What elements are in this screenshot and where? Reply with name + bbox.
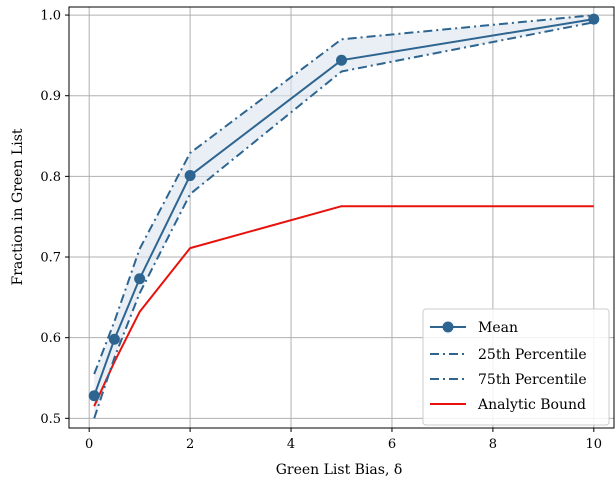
y-tick-label: 0.6 (40, 331, 61, 346)
series-line-mean (93, 18, 594, 397)
x-tick-label: 10 (586, 437, 603, 452)
mean-point (134, 273, 146, 285)
x-tick-label: 6 (388, 437, 396, 452)
axis-ticks: 0 2 4 6 8 10 0.5 0.6 0.7 0.8 0.9 1.0 (40, 9, 602, 452)
y-tick-label: 0.9 (40, 89, 61, 104)
legend-entry-analytic: Analytic Bound (430, 397, 586, 413)
y-tick-label: 0.7 (40, 251, 61, 266)
mean-point (108, 333, 120, 345)
y-tick-label: 0.5 (40, 412, 61, 427)
legend-label-analytic: Analytic Bound (477, 397, 586, 413)
legend-box (422, 308, 610, 426)
mean-point (184, 170, 196, 182)
plot-frame (68, 6, 615, 429)
series-line-75th-percentile (93, 14, 594, 375)
mean-point (336, 54, 347, 66)
x-axis-title: Green List Bias, δ (276, 462, 403, 478)
x-tick-label: 8 (489, 437, 497, 452)
legend-entry-75th: 75th Percentile (430, 372, 587, 388)
mean-point (88, 390, 100, 402)
legend-label-25th: 25th Percentile (478, 347, 587, 363)
y-tick-label: 0.8 (40, 170, 61, 185)
legend: Mean 25th Percentile 75th Percentile Ana… (422, 308, 610, 426)
x-tick-label: 0 (85, 437, 93, 452)
mean-markers (88, 13, 600, 402)
series-lines (93, 14, 594, 419)
mean-point (588, 13, 600, 25)
legend-label-mean: Mean (478, 320, 518, 336)
legend-marker-mean (442, 321, 454, 333)
legend-entry-mean: Mean (430, 320, 518, 336)
x-tick-label: 2 (186, 437, 194, 452)
legend-entry-25th: 25th Percentile (430, 347, 587, 363)
series-line-25th-percentile (93, 21, 594, 419)
legend-label-75th: 75th Percentile (478, 372, 587, 388)
x-tick-label: 4 (287, 437, 295, 452)
y-tick-label: 1.0 (40, 9, 61, 24)
y-axis-title: Fraction in Green List (10, 128, 26, 285)
